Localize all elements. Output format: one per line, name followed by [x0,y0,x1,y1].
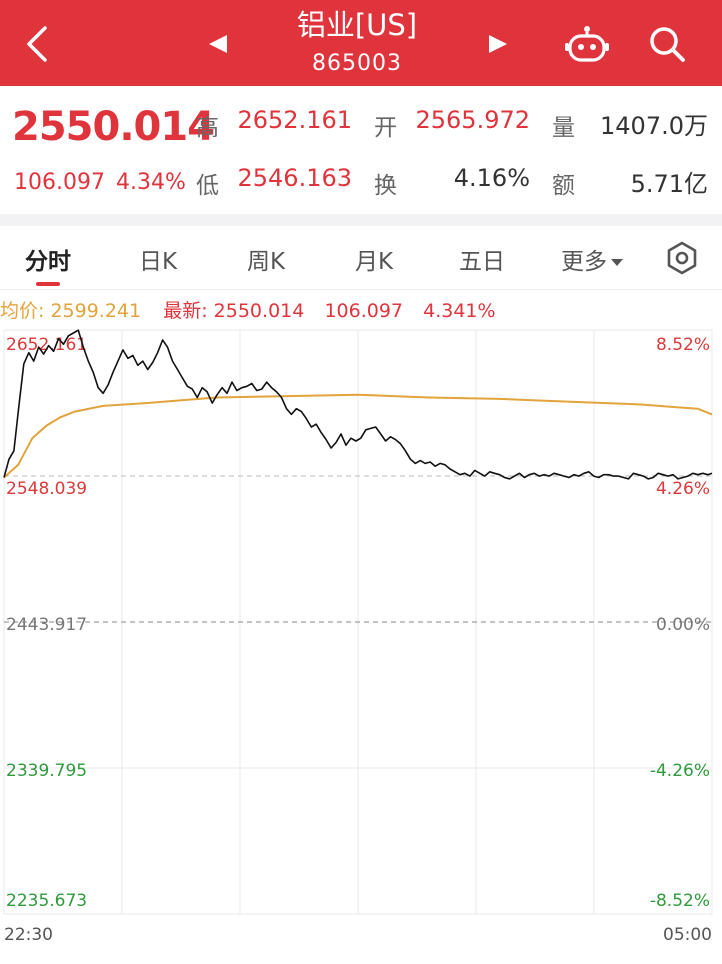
chart-tabs: 分时 日K 周K 月K 五日 更多 [0,226,722,290]
turnover-label: 换 [374,173,397,199]
chart-info-line: 均价: 2599.241 最新: 2550.014 106.097 4.341% [0,296,496,323]
search-icon [650,27,685,62]
y-axis-left-tick: 2443.917 [6,615,87,635]
hexagon-settings-icon [667,241,697,275]
average-price-label: 均价: [0,300,45,322]
open-label: 开 [374,115,397,141]
back-button[interactable] [14,20,62,68]
tab-weekly-k[interactable]: 周K [246,249,286,275]
next-stock-button[interactable] [478,28,518,60]
back-arrow-icon [27,26,47,62]
robot-assistant-button[interactable] [560,20,614,68]
y-axis-left-tick: 2548.039 [6,479,87,499]
x-axis-end-label: 05:00 [663,925,712,945]
tab-five-day[interactable]: 五日 [459,249,505,275]
low-value: 2546.163 [237,164,352,192]
x-axis-start-label: 22:30 [4,925,53,945]
dropdown-triangle-icon [611,259,623,266]
y-axis-left-tick: 2652.161 [6,335,87,355]
y-axis-right-tick: 0.00% [656,615,710,635]
price-change: 106.097 [14,170,105,195]
quote-panel: 2550.014 106.097 4.34% 高 2652.161 低 2546… [0,86,722,214]
latest-change-value: 106.097 [324,300,404,322]
average-price-value: 2599.241 [50,300,142,322]
y-axis-right-tick: 4.26% [656,479,710,499]
tab-intraday[interactable]: 分时 [25,249,71,275]
search-button[interactable] [640,20,694,68]
tab-monthly-k[interactable]: 月K [354,249,394,275]
y-axis-right-tick: -4.26% [650,761,710,781]
price-line [3,329,713,480]
latest-change-percent: 4.341% [423,300,496,322]
price-change-percent: 4.34% [116,170,186,195]
tab-more-label: 更多 [561,249,607,275]
stock-title: 铝业[US] [296,8,418,42]
high-value: 2652.161 [237,106,352,134]
amount-value: 5.71亿 [630,170,708,198]
robot-assistant-icon [565,26,609,62]
volume-label: 量 [552,115,575,141]
current-price: 2550.014 [12,104,215,150]
chart-settings-button[interactable] [662,238,702,278]
y-axis-left-tick: 2235.673 [6,891,87,911]
turnover-value: 4.16% [453,164,530,192]
tab-more[interactable]: 更多 [552,242,632,276]
next-triangle-icon [489,35,507,53]
tab-daily-k[interactable]: 日K [138,249,178,275]
volume-value: 1407.0万 [600,112,708,140]
active-tab-indicator [36,282,60,286]
y-axis-right-tick: -8.52% [650,891,710,911]
section-divider [0,214,722,226]
intraday-chart[interactable]: 2652.161 8.52% 2548.039 4.26% 2443.917 0.00% 2… [0,322,722,964]
prev-triangle-icon [209,35,227,53]
open-value: 2565.972 [415,106,530,134]
y-axis-left-tick: 2339.795 [6,761,87,781]
top-header: 铝业[US] 865003 [0,0,722,86]
low-label: 低 [196,173,219,199]
amount-label: 额 [552,173,575,199]
high-label: 高 [196,115,219,141]
latest-price-value: 2550.014 [213,300,305,322]
previous-stock-button[interactable] [198,28,238,60]
y-axis-right-tick: 8.52% [656,335,710,355]
stock-code: 865003 [312,51,402,76]
latest-price-label: 最新: [163,300,208,322]
average-price-line [3,393,713,479]
